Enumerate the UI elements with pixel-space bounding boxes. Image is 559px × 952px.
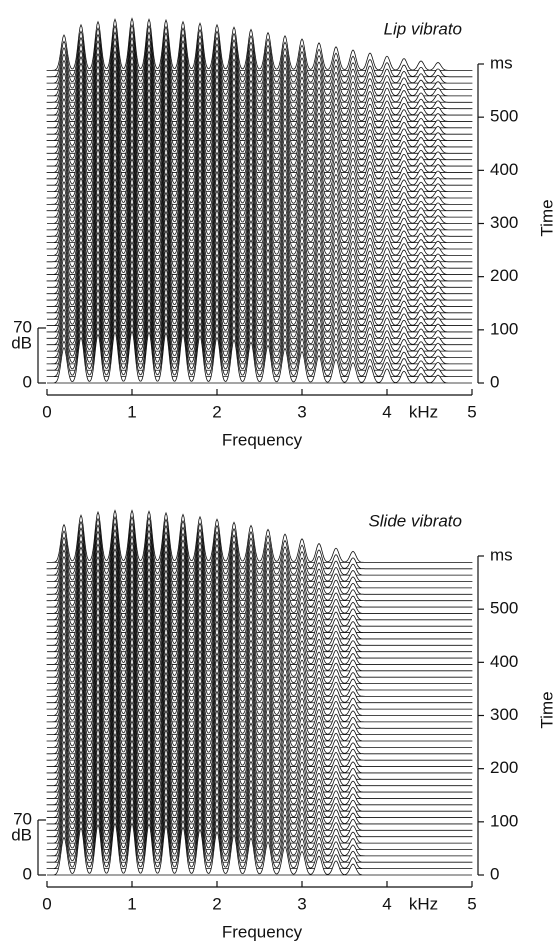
panel: Lip vibrato 0 1 2 3 4 5 kHz Frequency 0 100 200 300 4… bbox=[11, 17, 556, 449]
y-tick-label: 500 bbox=[490, 599, 518, 618]
z-tick-label: 0 bbox=[23, 864, 32, 883]
y-tick-label: 0 bbox=[490, 864, 499, 883]
x-tick-label: 1 bbox=[127, 402, 136, 421]
y-tick-label: 0 bbox=[490, 372, 499, 391]
x-tick-label: 0 bbox=[42, 402, 51, 421]
x-tick-label: 4 bbox=[382, 402, 391, 421]
y-tick-label: 500 bbox=[490, 107, 518, 126]
z-unit: dB bbox=[11, 333, 32, 352]
y-tick-label: 400 bbox=[490, 160, 518, 179]
x-tick-label: 2 bbox=[212, 894, 221, 913]
y-tick-label: 300 bbox=[490, 705, 518, 724]
spectrum-trace bbox=[47, 329, 472, 384]
y-tick-label: 100 bbox=[490, 811, 518, 830]
y-tick-label: 400 bbox=[490, 652, 518, 671]
x-axis-title: Frequency bbox=[222, 922, 303, 941]
z-tick-label: 70 bbox=[13, 809, 32, 828]
y-axis-title: Time bbox=[537, 691, 556, 728]
y-unit: ms bbox=[490, 545, 513, 564]
z-unit: dB bbox=[11, 825, 32, 844]
y-unit: ms bbox=[490, 53, 513, 72]
x-tick-label: 1 bbox=[127, 894, 136, 913]
x-tick-label: 5 bbox=[467, 402, 476, 421]
panel: Slide vibrato 0 1 2 3 4 5 kHz Frequency 0 100 200 30… bbox=[11, 509, 556, 941]
y-axis-title: Time bbox=[537, 199, 556, 236]
x-tick-label: 5 bbox=[467, 894, 476, 913]
y-tick-label: 200 bbox=[490, 266, 518, 285]
x-unit: kHz bbox=[409, 894, 438, 913]
z-tick-label: 0 bbox=[23, 372, 32, 391]
panel-title: Lip vibrato bbox=[384, 19, 462, 38]
y-tick-label: 100 bbox=[490, 319, 518, 338]
spectrum-trace bbox=[47, 821, 472, 876]
x-tick-label: 0 bbox=[42, 894, 51, 913]
x-tick-label: 3 bbox=[297, 894, 306, 913]
y-tick-label: 300 bbox=[490, 213, 518, 232]
y-tick-label: 200 bbox=[490, 758, 518, 777]
panel-title: Slide vibrato bbox=[368, 511, 462, 530]
x-unit: kHz bbox=[409, 402, 438, 421]
x-axis-title: Frequency bbox=[222, 430, 303, 449]
z-tick-label: 70 bbox=[13, 317, 32, 336]
x-tick-label: 2 bbox=[212, 402, 221, 421]
x-tick-label: 4 bbox=[382, 894, 391, 913]
x-tick-label: 3 bbox=[297, 402, 306, 421]
